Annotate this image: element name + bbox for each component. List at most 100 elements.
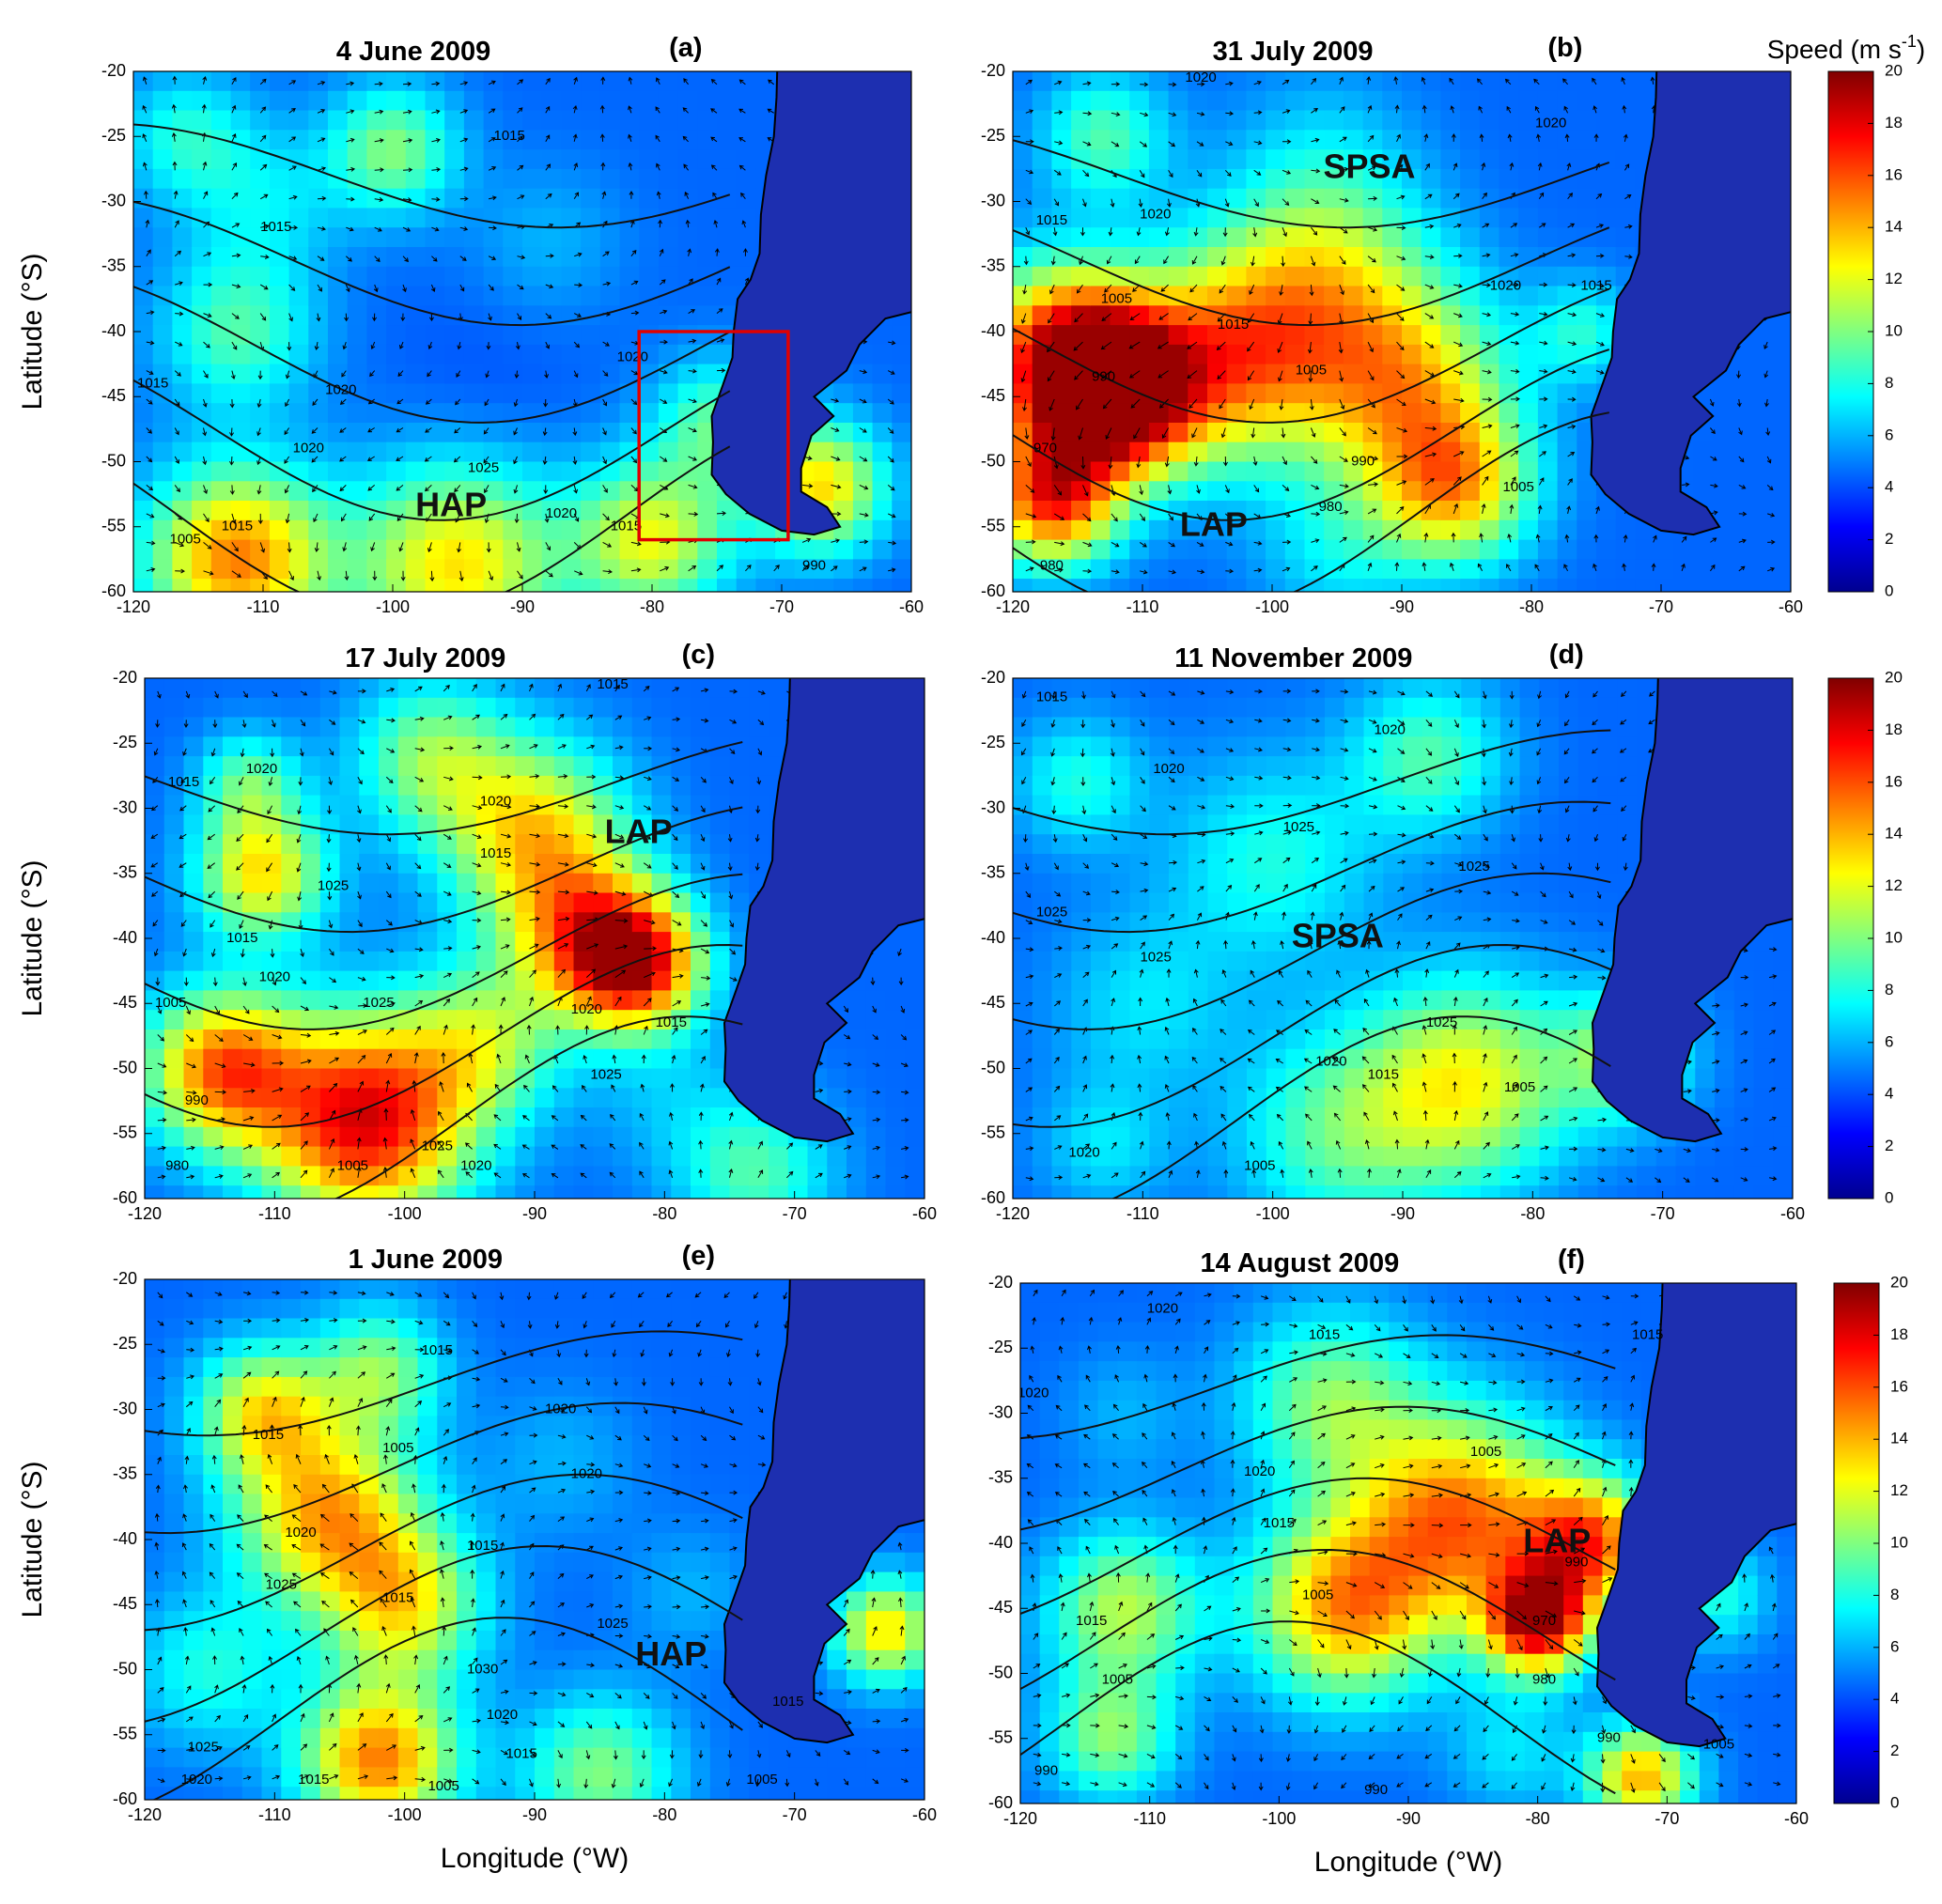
x-tick-label: -110 xyxy=(247,597,280,616)
speed-cell xyxy=(359,1107,380,1128)
speed-cell xyxy=(1596,90,1617,112)
speed-cell xyxy=(1325,912,1345,933)
speed-cell xyxy=(281,736,302,757)
speed-cell xyxy=(1051,951,1072,972)
speed-cell xyxy=(328,364,349,384)
speed-cell xyxy=(359,1088,380,1108)
speed-cell xyxy=(145,932,165,952)
speed-cell xyxy=(1733,1126,1755,1148)
speed-cell xyxy=(1577,814,1599,835)
speed-cell xyxy=(1207,873,1228,894)
speed-cell xyxy=(1655,539,1675,560)
speed-cell xyxy=(599,325,621,346)
speed-cell xyxy=(192,325,212,346)
speed-cell xyxy=(145,1767,165,1788)
speed-cell xyxy=(1539,892,1560,913)
speed-cell xyxy=(1051,110,1072,131)
speed-cell xyxy=(1362,383,1383,404)
speed-cell xyxy=(599,149,621,170)
speed-cell xyxy=(541,383,562,404)
speed-cell xyxy=(1382,383,1403,404)
speed-cell xyxy=(1129,423,1150,443)
speed-cell xyxy=(1071,932,1092,952)
x-tick-label: -70 xyxy=(769,597,794,616)
speed-cell xyxy=(1188,168,1208,190)
isobar-label: 1015 xyxy=(480,845,511,861)
speed-cell xyxy=(1129,970,1150,991)
speed-cell xyxy=(1518,247,1539,268)
speed-cell xyxy=(281,1146,302,1167)
speed-cell xyxy=(145,1396,165,1417)
speed-cell xyxy=(1246,227,1266,248)
speed-cell xyxy=(905,1107,924,1128)
speed-cell xyxy=(1596,247,1617,268)
speed-cell xyxy=(301,1727,321,1749)
speed-cell xyxy=(210,208,232,228)
speed-cell xyxy=(133,579,154,592)
speed-cell xyxy=(379,1689,399,1710)
speed-cell xyxy=(1266,970,1287,991)
speed-cell xyxy=(203,814,224,835)
speed-cell xyxy=(379,1747,399,1768)
speed-cell xyxy=(1537,110,1559,131)
speed-cell xyxy=(1032,1146,1053,1167)
speed-cell xyxy=(1518,441,1539,463)
speed-cell xyxy=(1207,481,1228,502)
speed-cell xyxy=(872,461,893,482)
speed-cell xyxy=(593,951,614,972)
speed-cell xyxy=(651,1029,672,1050)
speed-cell xyxy=(172,149,193,170)
speed-cell xyxy=(308,266,329,287)
speed-cell xyxy=(1207,71,1228,92)
speed-cell xyxy=(163,1338,185,1358)
isobar-line xyxy=(133,200,731,327)
speed-cell xyxy=(1226,305,1247,326)
speed-cell xyxy=(328,325,349,346)
isobar-label: 990 xyxy=(1351,453,1375,469)
speed-cell xyxy=(1071,383,1092,404)
speed-cell xyxy=(1382,579,1403,592)
speed-cell xyxy=(1422,834,1443,855)
speed-cell xyxy=(1753,1126,1774,1148)
speed-cell xyxy=(1266,1126,1287,1148)
speed-cell xyxy=(1402,168,1422,190)
speed-cell xyxy=(833,403,854,424)
speed-cell xyxy=(503,168,523,190)
speed-cell xyxy=(1615,90,1636,112)
speed-cell xyxy=(1207,266,1228,287)
speed-cell xyxy=(905,1126,924,1148)
speed-cell xyxy=(463,364,485,384)
speed-cell xyxy=(133,130,154,150)
speed-cell xyxy=(397,736,419,757)
speed-cell xyxy=(475,1010,497,1030)
speed-cell xyxy=(729,756,750,777)
speed-cell xyxy=(1363,892,1384,913)
speed-cell xyxy=(1207,795,1228,815)
speed-cell xyxy=(1615,247,1636,268)
speed-cell xyxy=(1110,834,1131,855)
speed-cell xyxy=(1168,559,1189,580)
isobar-label: 1020 xyxy=(1315,1054,1346,1070)
speed-cell xyxy=(581,325,601,346)
speed-cell xyxy=(1168,227,1189,248)
speed-cell xyxy=(1461,1010,1482,1030)
speed-cell xyxy=(288,305,309,326)
speed-cell xyxy=(133,539,154,560)
speed-cell xyxy=(658,188,679,209)
speed-cell xyxy=(1227,736,1248,757)
speed-cell xyxy=(379,970,399,991)
speed-cell xyxy=(1403,775,1423,797)
speed-cell xyxy=(301,1416,321,1436)
speed-cell xyxy=(417,932,438,952)
speed-cell xyxy=(1266,990,1287,1011)
speed-cell xyxy=(405,227,427,248)
speed-cell xyxy=(503,461,523,482)
speed-cell xyxy=(405,168,427,190)
speed-cell xyxy=(379,951,399,972)
speed-cell xyxy=(308,441,329,463)
speed-cell xyxy=(1032,110,1052,131)
isobar-label: 1015 xyxy=(494,128,525,144)
speed-cell xyxy=(1597,736,1618,757)
speed-cell xyxy=(269,90,290,112)
speed-cell xyxy=(397,717,419,737)
